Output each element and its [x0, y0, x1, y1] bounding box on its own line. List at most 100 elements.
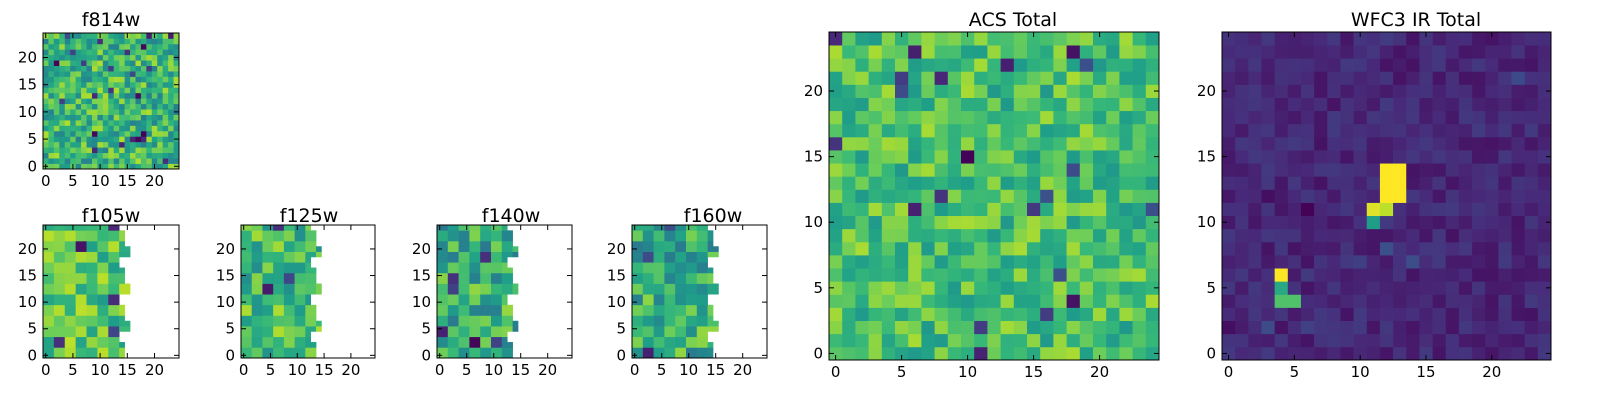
- heatmap-cell: [1327, 136, 1341, 151]
- heatmap-cell: [130, 152, 136, 159]
- heatmap-cell: [947, 97, 962, 112]
- heatmap-cell: [70, 38, 76, 45]
- heatmap-cell: [86, 256, 93, 263]
- heatmap-cell: [124, 98, 131, 105]
- heatmap-cell: [102, 147, 109, 154]
- heatmap-cell: [442, 230, 449, 236]
- heatmap-cell: [1235, 333, 1249, 348]
- heatmap-cell: [675, 278, 681, 284]
- heatmap-cell: [102, 246, 109, 252]
- heatmap-cell: [895, 163, 909, 177]
- heatmap-cell: [59, 92, 66, 99]
- heatmap-cell: [496, 246, 503, 252]
- heatmap-cell: [91, 130, 98, 137]
- heatmap-cell: [64, 81, 71, 88]
- heatmap-cell: [1393, 346, 1407, 361]
- heatmap-cell: [1093, 123, 1107, 138]
- heatmap-cell: [151, 114, 158, 121]
- heatmap-cell: [675, 283, 681, 290]
- heatmap-cell: [48, 147, 55, 154]
- heatmap-cell: [469, 230, 476, 236]
- heatmap-cell: [686, 294, 692, 300]
- heatmap-cell: [829, 123, 843, 138]
- heatmap-cell: [267, 272, 274, 279]
- heatmap-cell: [1248, 307, 1262, 321]
- heatmap-cell: [1287, 189, 1302, 203]
- heatmap-cell: [1300, 294, 1315, 308]
- heatmap-cell: [1366, 71, 1381, 85]
- heatmap-cell: [97, 43, 104, 50]
- heatmap-cell: [458, 230, 465, 236]
- heatmap-cell: [696, 246, 703, 252]
- heatmap-cell: [124, 109, 131, 115]
- heatmap-cell: [464, 256, 470, 263]
- heatmap-cell: [987, 189, 1001, 203]
- heatmap-cell: [1393, 241, 1407, 256]
- heatmap-cell: [868, 255, 883, 269]
- heatmap-cell: [1106, 294, 1120, 308]
- heatmap-cell: [86, 235, 93, 242]
- heatmap-cell: [113, 130, 120, 137]
- heatmap-cell: [162, 163, 169, 170]
- heatmap-cell: [1458, 110, 1473, 125]
- heatmap-cell: [1106, 123, 1120, 138]
- heatmap-cell: [921, 45, 935, 59]
- x-tick-label: 20: [538, 361, 557, 379]
- heatmap-cell: [1222, 255, 1236, 269]
- heatmap-cell: [1379, 228, 1394, 243]
- heatmap-cell: [294, 336, 301, 343]
- heatmap-cell: [1472, 150, 1486, 164]
- heatmap-cell: [659, 310, 665, 316]
- heatmap-cell: [934, 255, 949, 269]
- heatmap-cell: [653, 294, 660, 300]
- heatmap-cell: [278, 278, 285, 284]
- heatmap-cell: [151, 136, 158, 143]
- heatmap-cell: [113, 33, 120, 39]
- heatmap-cell: [1235, 241, 1249, 256]
- heatmap-cell: [1300, 346, 1315, 361]
- heatmap-cell: [59, 294, 66, 300]
- heatmap-cell: [1485, 110, 1499, 125]
- heatmap-cell: [485, 347, 492, 354]
- heatmap-cell: [1485, 123, 1499, 138]
- heatmap-cell: [895, 110, 909, 125]
- heatmap-cell: [53, 120, 60, 126]
- heatmap-cell: [283, 240, 290, 247]
- heatmap-cell: [299, 304, 306, 311]
- heatmap-cell: [267, 256, 274, 263]
- heatmap-cell: [1027, 228, 1041, 243]
- heatmap-cell: [1524, 163, 1539, 177]
- heatmap-cell: [458, 272, 465, 279]
- heatmap-cell: [97, 347, 104, 354]
- heatmap-cell: [947, 202, 962, 217]
- heatmap-cell: [1366, 189, 1381, 203]
- heatmap-cell: [881, 268, 896, 282]
- heatmap-cell: [987, 32, 1001, 46]
- heatmap-cell: [480, 240, 486, 247]
- heatmap-cell: [1327, 97, 1341, 112]
- heatmap-cell: [1524, 241, 1539, 256]
- heatmap-cell: [680, 278, 687, 284]
- heatmap-cell: [921, 32, 935, 46]
- heatmap-cell: [974, 228, 988, 243]
- heatmap-cell: [289, 336, 295, 343]
- heatmap-cell: [1261, 281, 1275, 295]
- heatmap-cell: [1458, 45, 1473, 59]
- heatmap-cell: [53, 141, 60, 148]
- heatmap-cell: [1366, 136, 1381, 151]
- heatmap-cell: [75, 49, 82, 56]
- heatmap-cell: [1027, 45, 1041, 59]
- heatmap-cell: [485, 278, 492, 284]
- heatmap-cell: [713, 326, 719, 332]
- heatmap-cell: [299, 251, 306, 258]
- heatmap-cell: [1040, 97, 1054, 112]
- heatmap-cell: [124, 87, 131, 94]
- heatmap-cell: [842, 189, 856, 203]
- heatmap-cell: [934, 150, 949, 164]
- heatmap-cell: [1393, 202, 1407, 217]
- heatmap-cell: [130, 43, 136, 50]
- heatmap-cell: [113, 310, 120, 316]
- heatmap-cell: [664, 304, 671, 311]
- heatmap-cell: [1093, 320, 1107, 335]
- heatmap-cell: [868, 281, 883, 295]
